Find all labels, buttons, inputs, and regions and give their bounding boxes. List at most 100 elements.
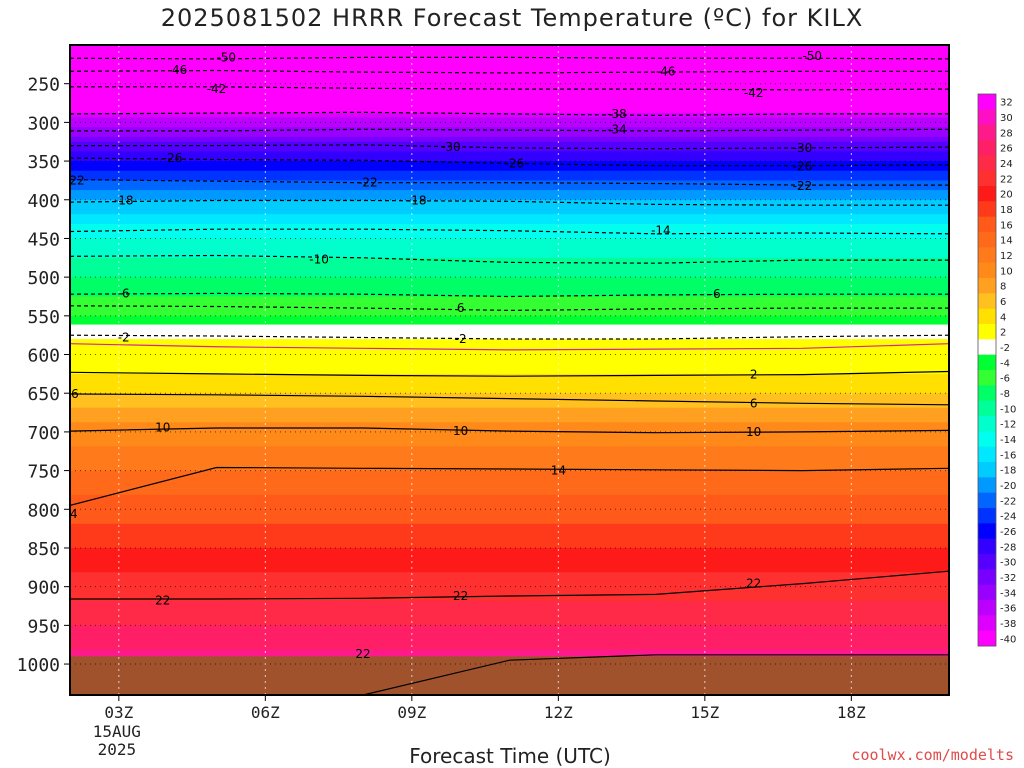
temperature-band — [70, 649, 949, 655]
colorbar-swatch — [978, 630, 996, 647]
temperature-band — [70, 78, 949, 85]
colorbar-swatch — [978, 278, 996, 294]
temperature-band — [70, 233, 949, 240]
temperature-band — [70, 262, 949, 269]
temperature-band — [70, 538, 949, 544]
y-tick-label: 650 — [27, 384, 60, 405]
contour-label: -18 — [407, 194, 427, 208]
temperature-band — [70, 359, 949, 365]
colorbar-label: 22 — [1000, 174, 1013, 185]
temperature-band — [70, 141, 949, 148]
y-tick-label: 450 — [27, 229, 60, 250]
temperature-band — [70, 547, 949, 554]
colorbar-label: -40 — [1000, 634, 1016, 645]
temperature-band — [70, 509, 949, 515]
colorbar-label: -16 — [1000, 450, 1016, 461]
contour-line — [70, 370, 949, 377]
temperature-band — [70, 156, 949, 162]
colorbar-swatch — [978, 262, 996, 279]
contour-line — [70, 654, 949, 695]
temperature-band — [70, 318, 949, 323]
temperature-band — [70, 422, 949, 428]
contour-label: 22 — [746, 577, 761, 591]
colorbar-swatch — [978, 124, 996, 141]
contour-label: 14 — [551, 464, 566, 478]
temperature-band — [70, 190, 949, 196]
contour-label: -50 — [216, 50, 236, 64]
colorbar-label: 2 — [1000, 328, 1006, 339]
temperature-band — [70, 281, 949, 288]
colorbar-label: -18 — [1000, 466, 1016, 477]
contour-label: -30 — [793, 141, 813, 155]
temperature-band — [70, 378, 949, 385]
colorbar-swatch — [978, 247, 996, 264]
colorbar-label: 18 — [1000, 205, 1013, 216]
temperature-band — [70, 93, 949, 99]
contour-label: 22 — [453, 589, 468, 603]
contour-label: 6 — [457, 301, 465, 315]
colorbar-label: 10 — [1000, 266, 1013, 277]
temperature-band — [70, 333, 949, 337]
colorbar-swatch — [978, 477, 996, 494]
temperature-band — [70, 83, 949, 90]
temperature-band — [70, 489, 949, 496]
chart-title: 2025081502 HRRR Forecast Temperature (ºC… — [160, 4, 864, 32]
temperature-band — [70, 339, 949, 342]
temperature-band — [70, 572, 949, 578]
temperature-band — [70, 620, 949, 626]
temperature-band — [70, 475, 949, 481]
temperature-band — [70, 567, 949, 573]
temperature-band — [70, 223, 949, 230]
temperature-band — [70, 199, 949, 206]
contour-label: 14 — [62, 507, 77, 521]
colorbar-label: -36 — [1000, 604, 1016, 615]
x-tick-label: 18Z — [837, 703, 866, 722]
temperature-band — [70, 470, 949, 477]
colorbar-swatch — [978, 308, 996, 325]
temperature-band — [70, 499, 949, 506]
colorbar-swatch — [978, 216, 996, 233]
temperature-band — [70, 165, 949, 172]
y-tick-label: 550 — [27, 307, 60, 328]
contour-label: -30 — [441, 140, 461, 154]
contour-label: -50 — [802, 49, 822, 63]
x-tick-label: 06Z — [251, 703, 280, 722]
temperature-band — [70, 214, 949, 220]
temperature-band — [70, 586, 949, 593]
contour-label: 6 — [750, 396, 758, 410]
temperature-band — [70, 644, 949, 651]
colorbar-swatch — [978, 400, 996, 417]
temperature-band — [70, 194, 949, 201]
temperature-band — [70, 238, 949, 244]
colorbar-swatch — [978, 584, 996, 601]
contour-label: 6 — [71, 387, 79, 401]
temperature-band — [70, 596, 949, 602]
temperature-band — [70, 562, 949, 568]
contour-label: -2 — [118, 331, 130, 345]
colorbar-swatch — [978, 615, 996, 632]
temperature-band — [70, 606, 949, 612]
contour-label: 2 — [750, 368, 758, 382]
contour-label: -26 — [793, 159, 813, 173]
temperature-band — [70, 344, 949, 348]
colorbar-swatch — [978, 416, 996, 432]
colorbar-label: -2 — [1000, 343, 1010, 354]
temperature-band — [70, 601, 949, 607]
contour-line — [70, 393, 949, 406]
temperature-band — [70, 146, 949, 152]
temperature-band — [70, 591, 949, 597]
colorbar-label: -14 — [1000, 435, 1016, 446]
colorbar-label: -6 — [1000, 374, 1010, 385]
colorbar-label: 32 — [1000, 98, 1013, 109]
temperature-band — [70, 161, 949, 167]
x-tick-label: 03Z — [104, 703, 133, 722]
temperature-band — [70, 301, 949, 307]
contour-label: -22 — [793, 179, 813, 193]
temperature-band — [70, 45, 949, 51]
contour-label: 22 — [355, 647, 370, 661]
temperature-band — [70, 170, 949, 177]
y-tick-label: 900 — [27, 578, 60, 599]
temperature-band — [70, 417, 949, 423]
temperature-band — [70, 151, 949, 157]
